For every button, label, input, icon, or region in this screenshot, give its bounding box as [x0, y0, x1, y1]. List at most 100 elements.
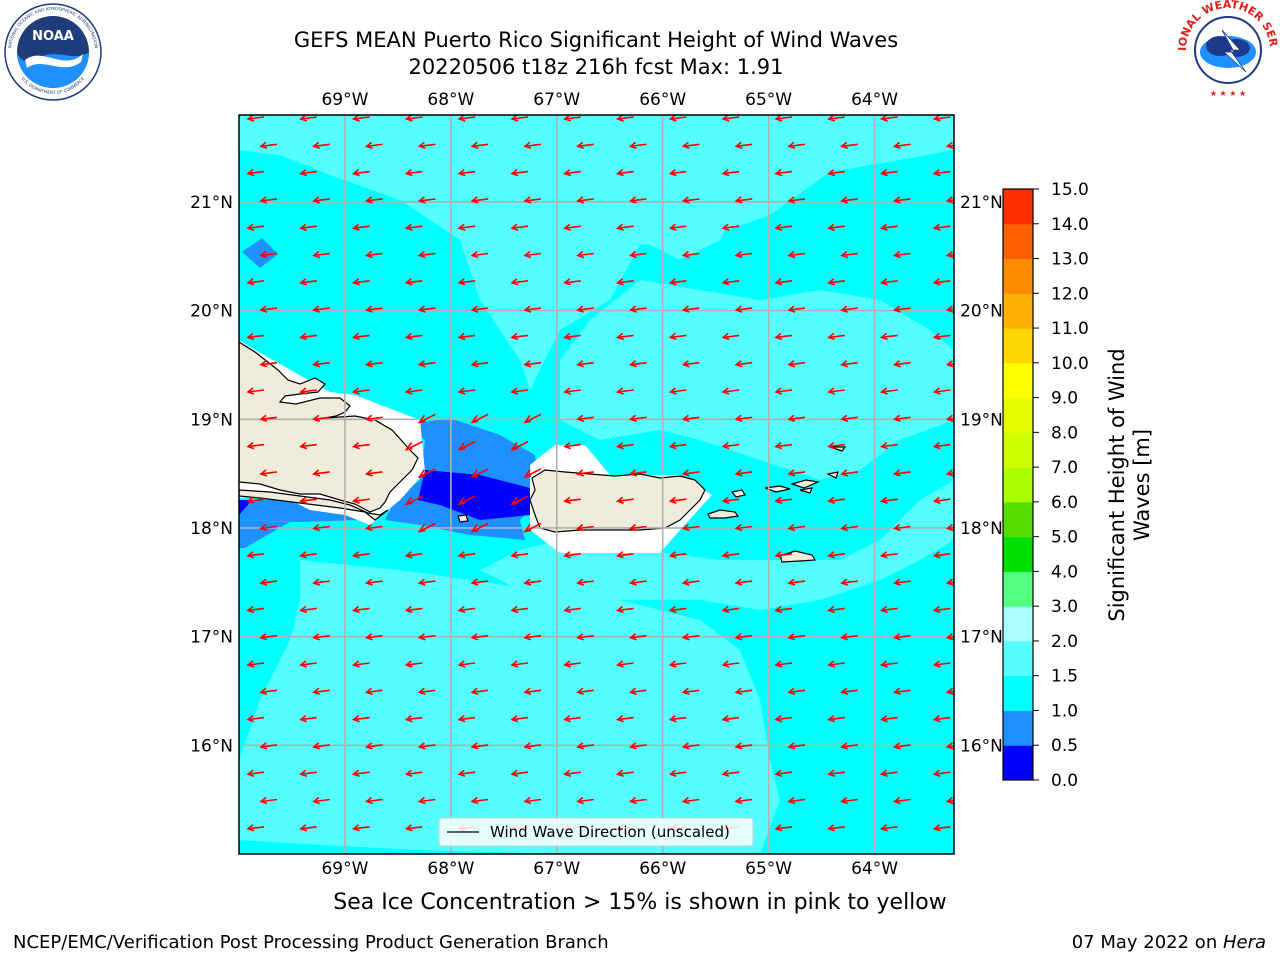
wave-direction-arrow	[628, 796, 647, 805]
wave-direction-arrow	[470, 196, 489, 204]
lon-label-bottom: 64°W	[851, 859, 898, 879]
wave-direction-arrow	[312, 414, 330, 423]
wave-direction-arrow	[932, 496, 951, 504]
wave-direction-arrow	[681, 633, 700, 641]
wave-direction-arrow	[510, 605, 529, 614]
wave-direction-arrow	[246, 387, 265, 395]
wave-direction-arrow	[721, 387, 740, 395]
wave-direction-arrow	[827, 168, 845, 177]
wave-direction-arrow	[470, 141, 489, 150]
wave-direction-arrow	[351, 769, 370, 777]
wave-direction-arrow	[681, 305, 700, 313]
wave-direction-arrow	[259, 578, 278, 586]
wave-direction-arrow	[576, 578, 594, 586]
wave-direction-arrow	[576, 633, 594, 641]
wave-direction-arrow	[628, 414, 647, 423]
wave-direction-arrow	[734, 742, 753, 750]
wave-direction-arrow	[668, 223, 687, 231]
colorbar-tick-label: 7.0	[1051, 458, 1078, 478]
wave-direction-arrow	[734, 196, 753, 204]
wave-direction-arrow	[892, 250, 911, 259]
lat-label-right: 21°N	[960, 193, 1003, 213]
wave-direction-arrow	[945, 687, 954, 696]
wave-direction-arrow	[563, 441, 581, 450]
wave-direction-arrow	[246, 769, 265, 777]
wave-direction-arrow	[351, 278, 370, 286]
wave-direction-arrow	[563, 714, 581, 723]
wave-direction-arrow	[576, 796, 594, 805]
wave-direction-arrow	[668, 387, 687, 395]
wave-direction-arrow	[299, 824, 317, 832]
wave-direction-arrow	[945, 196, 954, 204]
colorbar-segment	[1003, 362, 1033, 399]
colorbar-tick-label: 11.0	[1051, 319, 1089, 339]
wave-direction-arrow	[734, 578, 753, 586]
wave-direction-arrow	[523, 413, 542, 424]
credit-date-text: 07 May 2022 on	[1071, 932, 1223, 953]
map-area[interactable]	[239, 115, 963, 854]
wave-direction-arrow	[668, 714, 687, 723]
wave-direction-arrow	[932, 332, 951, 341]
wave-direction-arrow	[774, 115, 793, 122]
wave-direction-arrow	[840, 469, 858, 477]
wave-direction-arrow	[840, 633, 858, 641]
wave-height-1p5-2-zones	[239, 115, 954, 854]
wave-direction-arrow	[312, 796, 330, 805]
wave-direction-arrow	[628, 196, 647, 204]
wave-direction-arrow	[774, 496, 793, 504]
colorbar-segment	[1003, 745, 1033, 781]
colorbar-segment	[1003, 328, 1033, 364]
wave-direction-arrow	[787, 469, 806, 477]
wave-direction-arrow	[774, 223, 793, 231]
wave-direction-arrow	[787, 360, 806, 368]
wave-direction-arrow	[615, 387, 634, 395]
wave-direction-arrow	[628, 305, 647, 313]
wave-direction-arrow	[457, 714, 476, 723]
wave-direction-arrow	[457, 115, 476, 122]
wave-direction-arrow	[470, 413, 489, 424]
wave-direction-arrow	[299, 332, 317, 341]
wave-direction-arrow	[259, 742, 278, 750]
wave-direction-arrow	[945, 469, 954, 477]
wave-direction-arrow	[299, 605, 317, 614]
wave-direction-arrow	[417, 360, 436, 368]
wave-direction-arrow	[457, 551, 476, 559]
wave-direction-arrow	[932, 115, 951, 122]
wave-direction-arrow	[840, 250, 858, 259]
wave-direction-arrow	[312, 141, 330, 150]
wave-direction-arrow	[615, 115, 634, 122]
wave-direction-arrow	[615, 714, 634, 723]
wave-direction-arrow	[628, 141, 647, 150]
colorbar-segment	[1003, 432, 1033, 468]
lon-label-bottom: 66°W	[639, 859, 686, 879]
wave-direction-arrow	[628, 633, 647, 641]
wave-direction-arrow	[299, 551, 317, 559]
colorbar	[1002, 188, 1034, 781]
mona-island-land	[457, 514, 469, 523]
lat-label-right: 19°N	[960, 410, 1003, 430]
wave-direction-arrow	[417, 633, 436, 641]
wave-direction-arrow	[364, 633, 383, 641]
lat-label-right: 20°N	[960, 302, 1003, 322]
nws-logo: NATIONAL WEATHER SERVICE ★ ★ ★ ★	[1176, 0, 1280, 98]
wave-direction-arrow	[721, 441, 740, 450]
wave-direction-arrow	[523, 742, 542, 750]
wave-direction-arrow	[351, 824, 370, 832]
wave-direction-arrow	[417, 141, 436, 150]
wave-direction-arrow	[404, 440, 423, 451]
latitude-labels-left: 21°N 20°N 19°N 18°N 17°N 16°N	[190, 193, 233, 756]
wave-direction-arrow	[668, 115, 687, 122]
wave-direction-arrow	[879, 223, 898, 231]
wave-direction-arrow	[576, 196, 594, 204]
wave-direction-arrow	[734, 796, 753, 805]
wave-direction-arrow	[576, 523, 594, 532]
wave-height-0-0p5-zones	[239, 470, 530, 520]
wave-direction-arrow	[351, 441, 370, 450]
wave-direction-arrow	[246, 660, 265, 668]
wave-direction-arrow	[932, 223, 951, 231]
wave-direction-arrow	[892, 196, 911, 204]
wave-direction-arrow	[523, 578, 542, 586]
graticule	[239, 115, 954, 854]
wave-direction-arrow	[628, 360, 647, 368]
wave-direction-arrow	[457, 605, 476, 614]
